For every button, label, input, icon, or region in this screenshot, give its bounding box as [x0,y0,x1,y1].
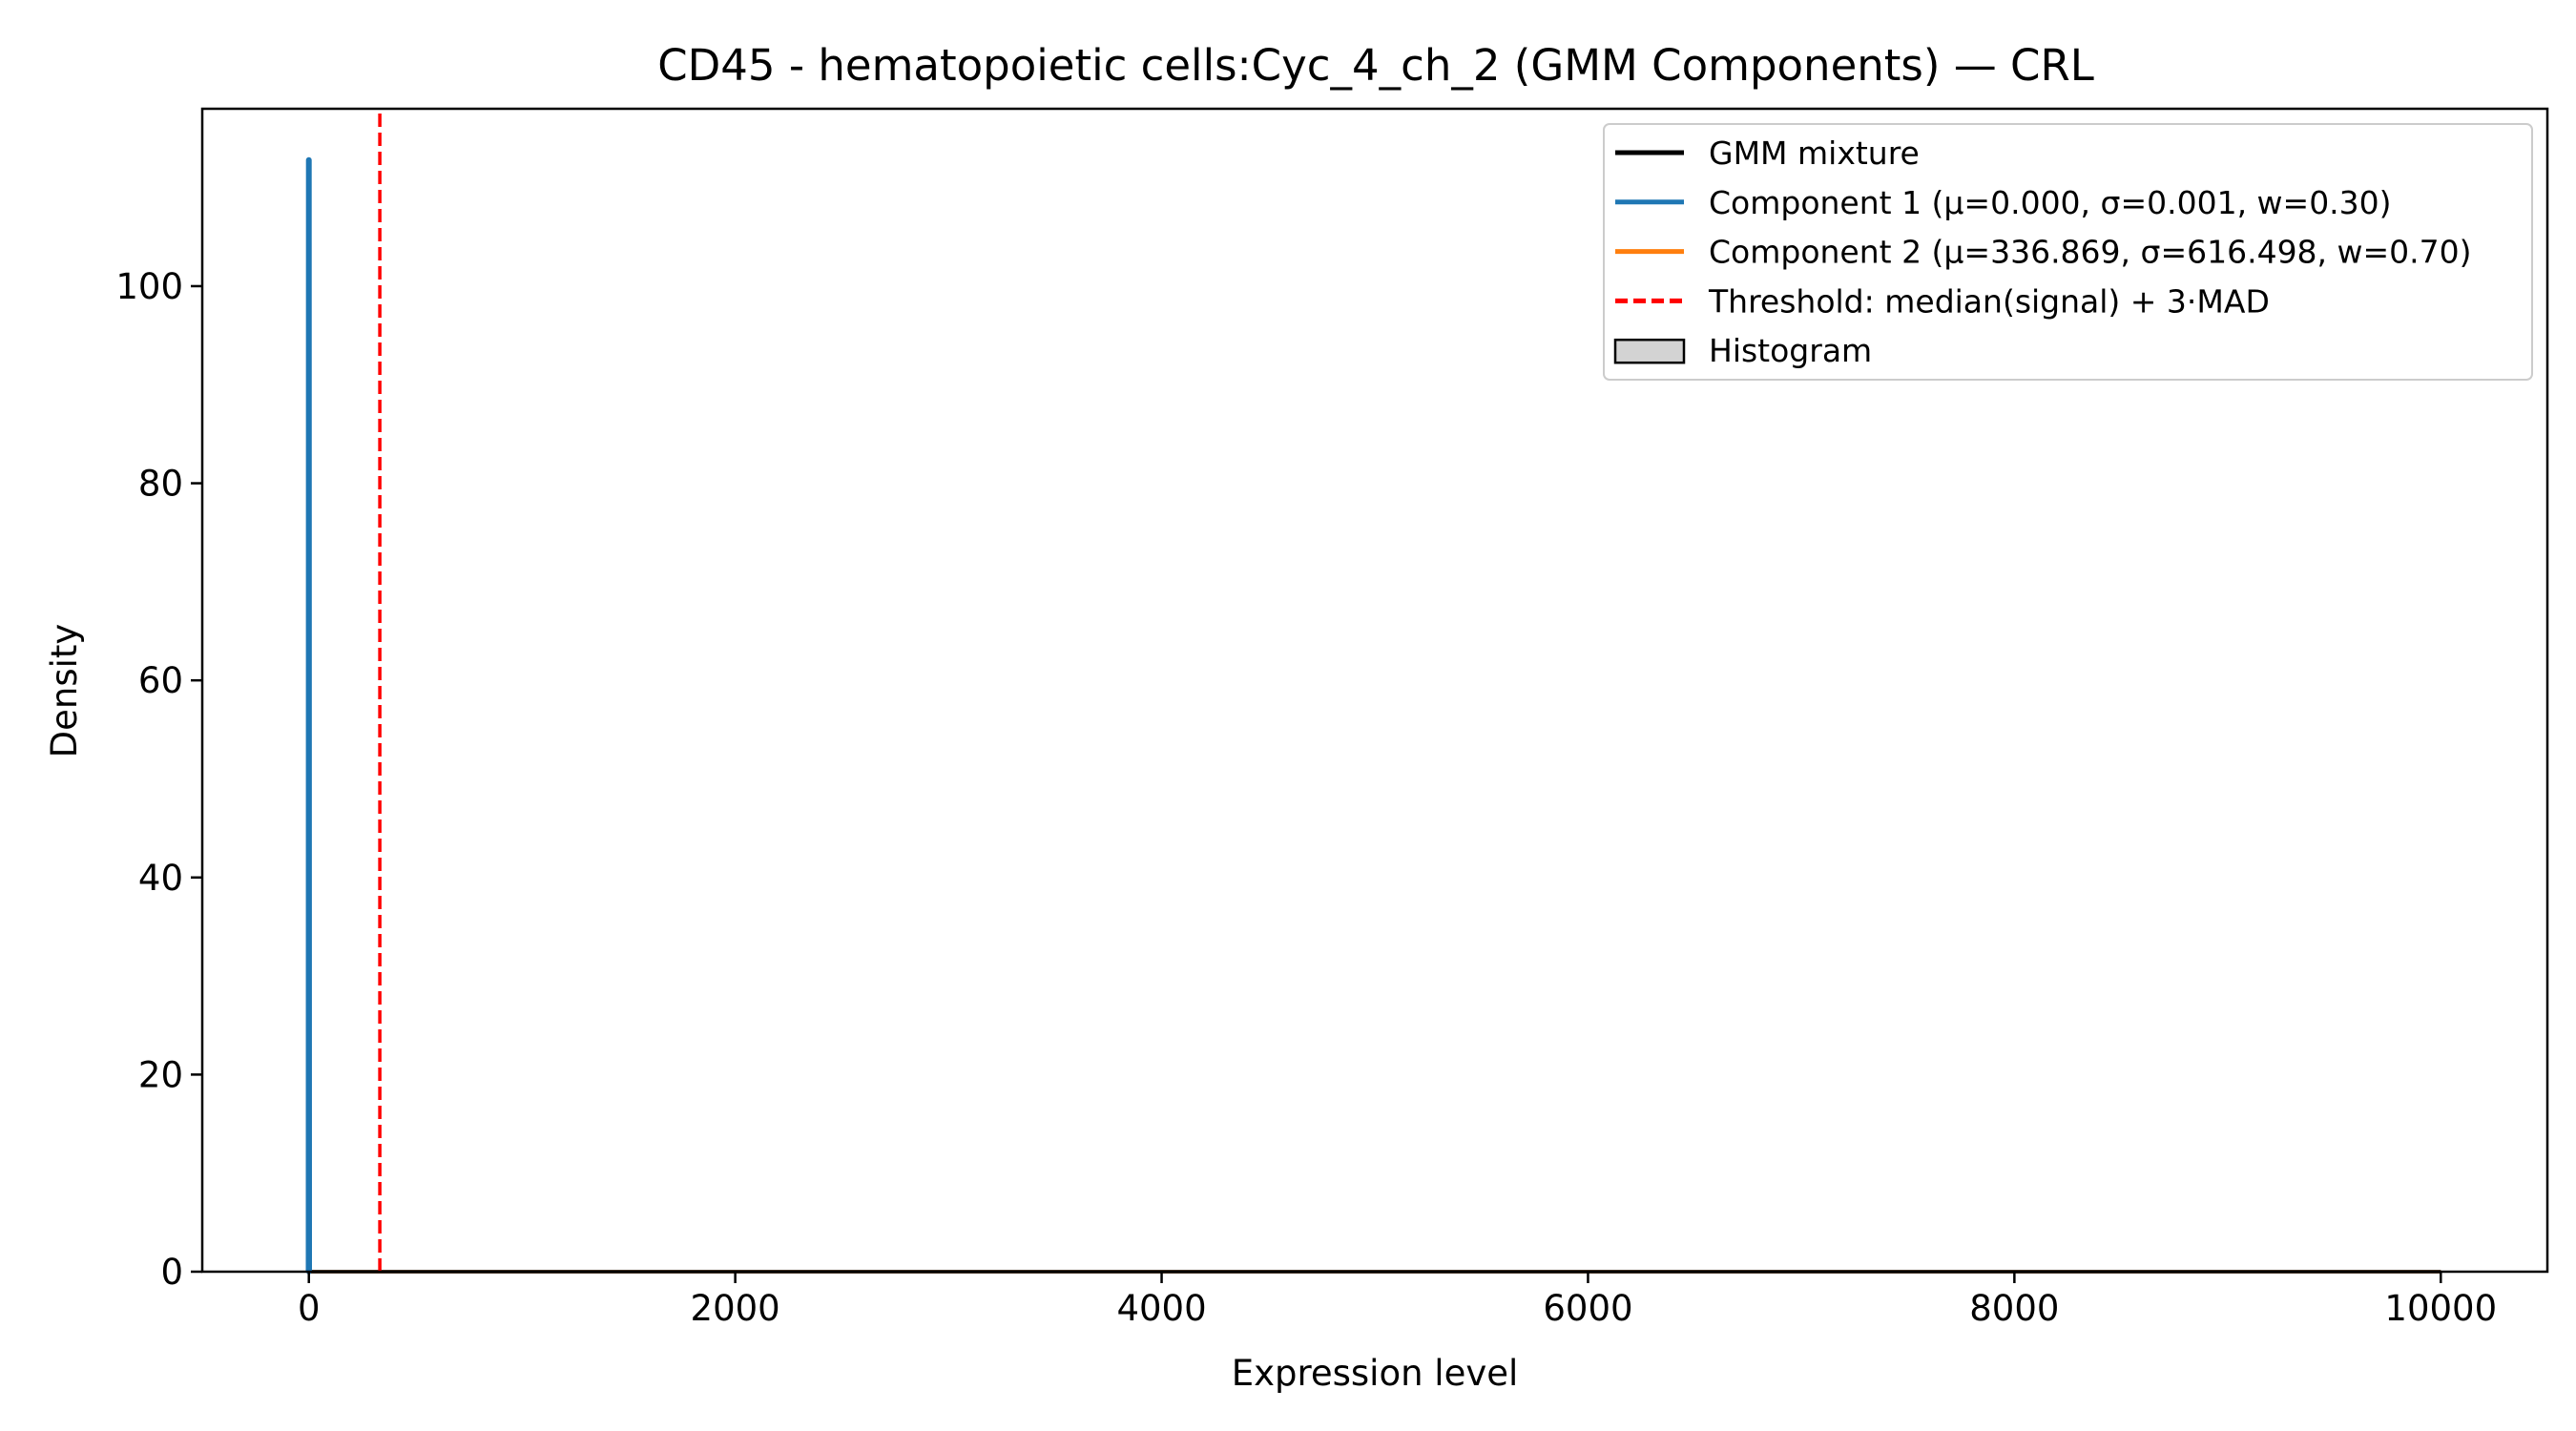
x-tick-label: 4000 [1116,1288,1206,1329]
legend-label: Threshold: median(signal) + 3·MAD [1708,282,2270,320]
x-axis-ticks: 0 2000 4000 6000 8000 10000 [298,1272,2497,1329]
legend-swatch [1613,338,1686,364]
legend-label: GMM mixture [1709,135,1920,172]
y-axis-label: Density [44,624,85,758]
y-tick-label: 100 [115,266,183,307]
legend: GMM mixture Component 1 (μ=0.000, σ=0.001… [1603,123,2533,381]
y-axis-ticks: 0 20 40 60 80 100 [115,266,202,1293]
y-tick-label: 40 [138,858,183,899]
y-tick-label: 80 [138,464,183,505]
chart-title: CD45 - hematopoietic cells:Cyc_4_ch_2 (G… [657,40,2094,91]
axes-frame [200,107,2549,1274]
y-tick-label: 60 [138,660,183,701]
legend-entries: GMM mixture Component 1 (μ=0.000, σ=0.001… [1613,135,2472,369]
legend-label: Component 1 (μ=0.000, σ=0.001, w=0.30) [1709,184,2392,221]
x-axis-label: Expression level [1232,1353,1519,1394]
x-tick-label: 6000 [1543,1288,1632,1329]
legend-box [1603,123,2533,381]
y-tick-label: 0 [160,1252,183,1293]
x-tick-label: 8000 [1969,1288,2059,1329]
legend-label: Histogram [1709,332,1872,369]
legend-label: Component 2 (μ=336.869, σ=616.498, w=0.7… [1709,234,2472,271]
y-tick-label: 20 [138,1054,183,1095]
series-line-2 [305,156,312,1275]
x-tick-label: 2000 [691,1288,780,1329]
x-tick-label: 10000 [2384,1288,2497,1329]
x-tick-label: 0 [298,1288,321,1329]
